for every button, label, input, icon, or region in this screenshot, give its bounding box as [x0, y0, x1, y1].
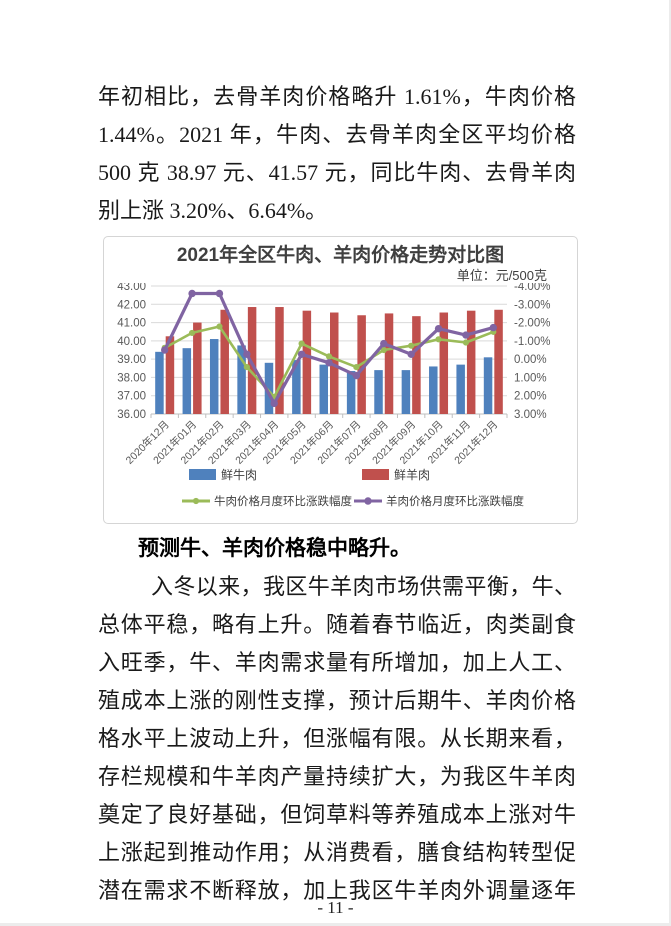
svg-text:39.00: 39.00 — [117, 354, 146, 366]
text-line: 500 克 38.97 元、41.57 元，同比牛肉、去骨羊肉价格分 — [98, 160, 576, 185]
svg-text:43.00: 43.00 — [117, 283, 146, 293]
svg-text:0.00%: 0.00% — [514, 354, 547, 366]
svg-text:羊肉价格月度环比涨跌幅度: 羊肉价格月度环比涨跌幅度 — [386, 494, 524, 508]
x-axis-ticks — [150, 414, 508, 418]
text-line: 奠定了良好基础，但饲草料等养殖成本上涨对牛羊肉价格 — [98, 802, 576, 827]
x-axis-labels: 2020年12月2021年01月2021年02月2021年03月2021年04月… — [123, 418, 500, 467]
intro-paragraph: 年初相比，去骨羊肉价格略升 1.61%，牛肉价格下降 1.44%。2021 年，… — [98, 78, 576, 230]
text-line: 入冬以来，我区牛羊肉市场供需平衡，牛、羊肉价格 — [151, 574, 576, 599]
text-line: 别上涨 3.20%、6.64%。 — [98, 198, 328, 223]
forecast-paragraph: 入冬以来，我区牛羊肉市场供需平衡，牛、羊肉价格 总体平稳，略有上升。随着春节临近… — [98, 568, 576, 910]
svg-text:-2.00%: -2.00% — [514, 318, 550, 330]
text-line: 入旺季，牛、羊肉需求量有所增加，加上人工、饲料等养 — [98, 650, 576, 675]
line-beef-mom-change — [161, 323, 497, 401]
left-axis-labels: 36.00 37.00 38.00 39.00 40.00 41.00 42.00 43.00 — [117, 283, 146, 421]
text-line: 殖成本上涨的刚性支撑，预计后期牛、羊肉价格在目前价 — [98, 688, 576, 713]
chart-title: 2021年全区牛肉、羊肉价格走势对比图 — [176, 245, 505, 266]
svg-text:37.00: 37.00 — [117, 391, 146, 403]
svg-text:鲜牛肉: 鲜牛肉 — [221, 467, 257, 482]
chart-unit-label: 单位：元/500克 — [456, 268, 547, 283]
page-number: - 11 - — [317, 898, 354, 917]
svg-text:2.00%: 2.00% — [514, 391, 547, 403]
svg-text:鲜羊肉: 鲜羊肉 — [394, 467, 430, 482]
svg-text:3.00%: 3.00% — [514, 409, 547, 421]
svg-text:-1.00%: -1.00% — [514, 336, 550, 348]
text-line: 潜在需求不断释放，加上我区牛羊肉外调量逐年增加，供 — [98, 878, 576, 903]
svg-text:40.00: 40.00 — [117, 336, 146, 348]
price-chart: 2021年全区牛肉、羊肉价格走势对比图 单位：元/500克 36.00 37.00… — [103, 236, 578, 524]
forecast-heading: 预测牛、羊肉价格稳中略升。 — [138, 537, 411, 560]
svg-text:38.00: 38.00 — [117, 372, 146, 384]
text-line: 格水平上波动上升，但涨幅有限。从长期来看，全国牛羊 — [98, 726, 576, 751]
text-line: 总体平稳，略有上升。随着春节临近，肉类副食品消费进 — [98, 612, 576, 637]
svg-text:-4.00%: -4.00% — [514, 283, 550, 293]
svg-text:41.00: 41.00 — [117, 318, 146, 330]
svg-text:1.00%: 1.00% — [514, 372, 547, 384]
text-line: 存栏规模和牛羊肉产量持续扩大，为我区牛羊肉价格稳定 — [98, 764, 576, 789]
bars-beef — [155, 339, 493, 414]
svg-text:牛肉价格月度环比涨跌幅度: 牛肉价格月度环比涨跌幅度 — [214, 494, 352, 508]
line-lamb-mom-change — [160, 289, 498, 408]
svg-text:-3.00%: -3.00% — [514, 299, 550, 311]
svg-text:42.00: 42.00 — [117, 299, 146, 311]
svg-text:36.00: 36.00 — [117, 409, 146, 421]
text-line: 上涨起到推动作用；从消费看，膳食结构转型促进牛羊肉 — [98, 840, 576, 865]
text-line: 1.44%。2021 年，牛肉、去骨羊肉全区平均价格分别为每 — [98, 122, 576, 147]
right-axis-labels: 3.00% 2.00% 1.00% 0.00% -1.00% -2.00% -3.00% -4… — [514, 283, 550, 421]
gridlines — [151, 285, 507, 415]
price-chart-canvas: 36.00 37.00 38.00 39.00 40.00 41.00 42.00 43.00… — [117, 283, 550, 508]
text-line: 年初相比，去骨羊肉价格略升 1.61%，牛肉价格下降 — [98, 84, 576, 109]
